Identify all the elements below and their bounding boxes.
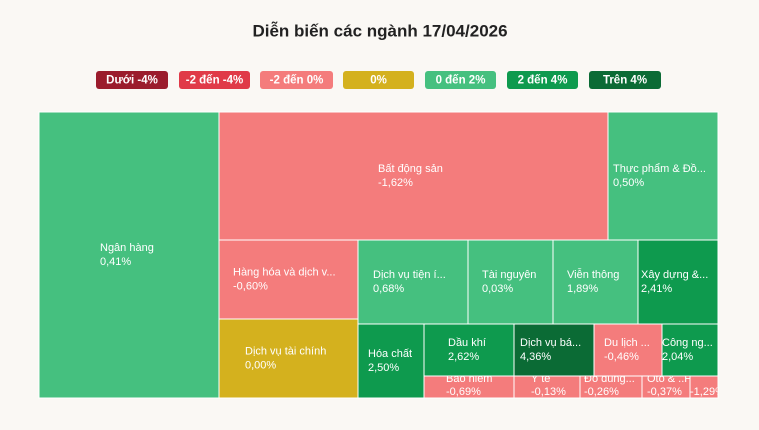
legend-label: Dưới -4% [106,75,158,87]
tile-label: Hàng hóa và dịch v... [233,266,336,278]
tile-label: Thực phẩm & Đồ... [613,163,706,175]
tile-label: Viễn thông [567,268,619,281]
tile-value: -0,26% [584,386,619,398]
tile-value: -0,46% [604,351,639,363]
legend-swatch [589,71,661,89]
legend-label: Trên 4% [603,75,647,87]
tile: Hàng hóa và dịch v... -0,60% [218,239,359,320]
tile-value: 2,41% [641,283,672,295]
tile: Du lịch ... -0,46% [593,323,663,377]
tile: Dịch vụ tiện í... 0,68% [357,239,469,325]
tile: Xây dựng &... 2,41% [637,239,719,325]
tile: Dịch vụ bá... 4,36% [513,323,595,377]
tile: Ôtô & ..Ph...-0,37% [641,372,707,399]
tile-rect [593,323,663,377]
tile-value: 4,36% [520,351,551,363]
legend: Dưới -4% -2 đến -4% -2 đến 0% 0% 0 đến 2% 2 đ… [96,71,661,89]
tile-value: -1,29% [690,386,725,398]
tile-value: 2,62% [448,351,479,363]
tile: Bảo hiểm-0,69% [423,373,515,399]
tile-rect [607,111,719,241]
tile: Dầu khí 2,62% [423,323,515,377]
tile-value: 0,00% [245,359,276,371]
legend-label: 0 đến 2% [436,75,486,87]
tile-label: Đồ dùng... [584,373,635,385]
legend-swatch [507,71,578,89]
tile: Công ng... 2,04% [661,323,719,377]
tile: Thực phẩm & Đồ... 0,50% [607,111,719,241]
tile-rect [661,323,719,377]
treemap: Ngân hàng 0,41% Bất động sản -1,62% Thực phẩ… [38,111,725,399]
tile: Y tế-0,13% [513,373,581,399]
tile-value: -0,37% [647,386,682,398]
tile-label: Bất động sản [378,163,443,175]
tile-rect [38,111,220,399]
legend-swatch [260,71,333,89]
legend-label: -2 đến -4% [186,75,244,87]
tile-label: Y tế [531,373,550,385]
legend-swatch [343,71,414,89]
tile-value: 0,03% [482,283,513,295]
tile-label: Bảo hiểm [446,373,492,385]
tile-label: Dịch vụ tiện í... [373,269,446,281]
tile: Ngân hàng 0,41% [38,111,220,399]
tile-rect [552,239,639,325]
tile-value: 0,41% [100,256,131,268]
tile: Viễn thông 1,89% [552,239,639,325]
tile-value: -0,69% [446,386,481,398]
tile-rect [218,318,359,399]
tile-rect [689,375,719,399]
tile-rect [218,111,609,241]
tile-label: Xây dựng &... [641,269,708,281]
tile-rect [357,323,425,399]
tile-label: Công ng... [662,337,713,349]
tile-label: Dầu khí [448,337,486,349]
tile: -1,29% [689,375,725,399]
tile-label: Ngân hàng [100,242,154,254]
tile-label: Ôtô & ..Ph... [647,372,707,385]
tile-label: Tài nguyên [482,269,536,281]
tile: Bất động sản -1,62% [218,111,609,241]
legend-swatch [96,71,168,89]
tile-value: 2,04% [662,351,693,363]
tile-value: 0,50% [613,177,644,189]
tile-label: Dịch vụ tài chính [245,345,326,357]
tile-value: -0,60% [233,280,268,292]
legend-label: 0% [370,75,387,87]
tile-value: -0,13% [531,386,566,398]
tile-label: Dịch vụ bá... [520,337,581,349]
tile-value: 2,50% [368,362,399,374]
tile-label: Hóa chất [368,348,412,360]
tile-rect [467,239,554,325]
tile-rect [637,239,719,325]
legend-swatch [179,71,250,89]
tile-value: -1,62% [378,177,413,189]
tile: Dịch vụ tài chính 0,00% [218,318,359,399]
tile: Đồ dùng...-0,26% [579,373,643,399]
chart-title: Diễn biến các ngành 17/04/2026 [252,21,507,40]
legend-swatch [425,71,496,89]
tile: Hóa chất 2,50% [357,323,425,399]
tile-value: 0,68% [373,283,404,295]
tile-value: 1,89% [567,283,598,295]
legend-label: -2 đến 0% [270,75,324,87]
legend-label: 2 đến 4% [518,75,568,87]
tile-label: Du lịch ... [604,337,650,349]
tile-rect [513,323,595,377]
tile: Tài nguyên 0,03% [467,239,554,325]
